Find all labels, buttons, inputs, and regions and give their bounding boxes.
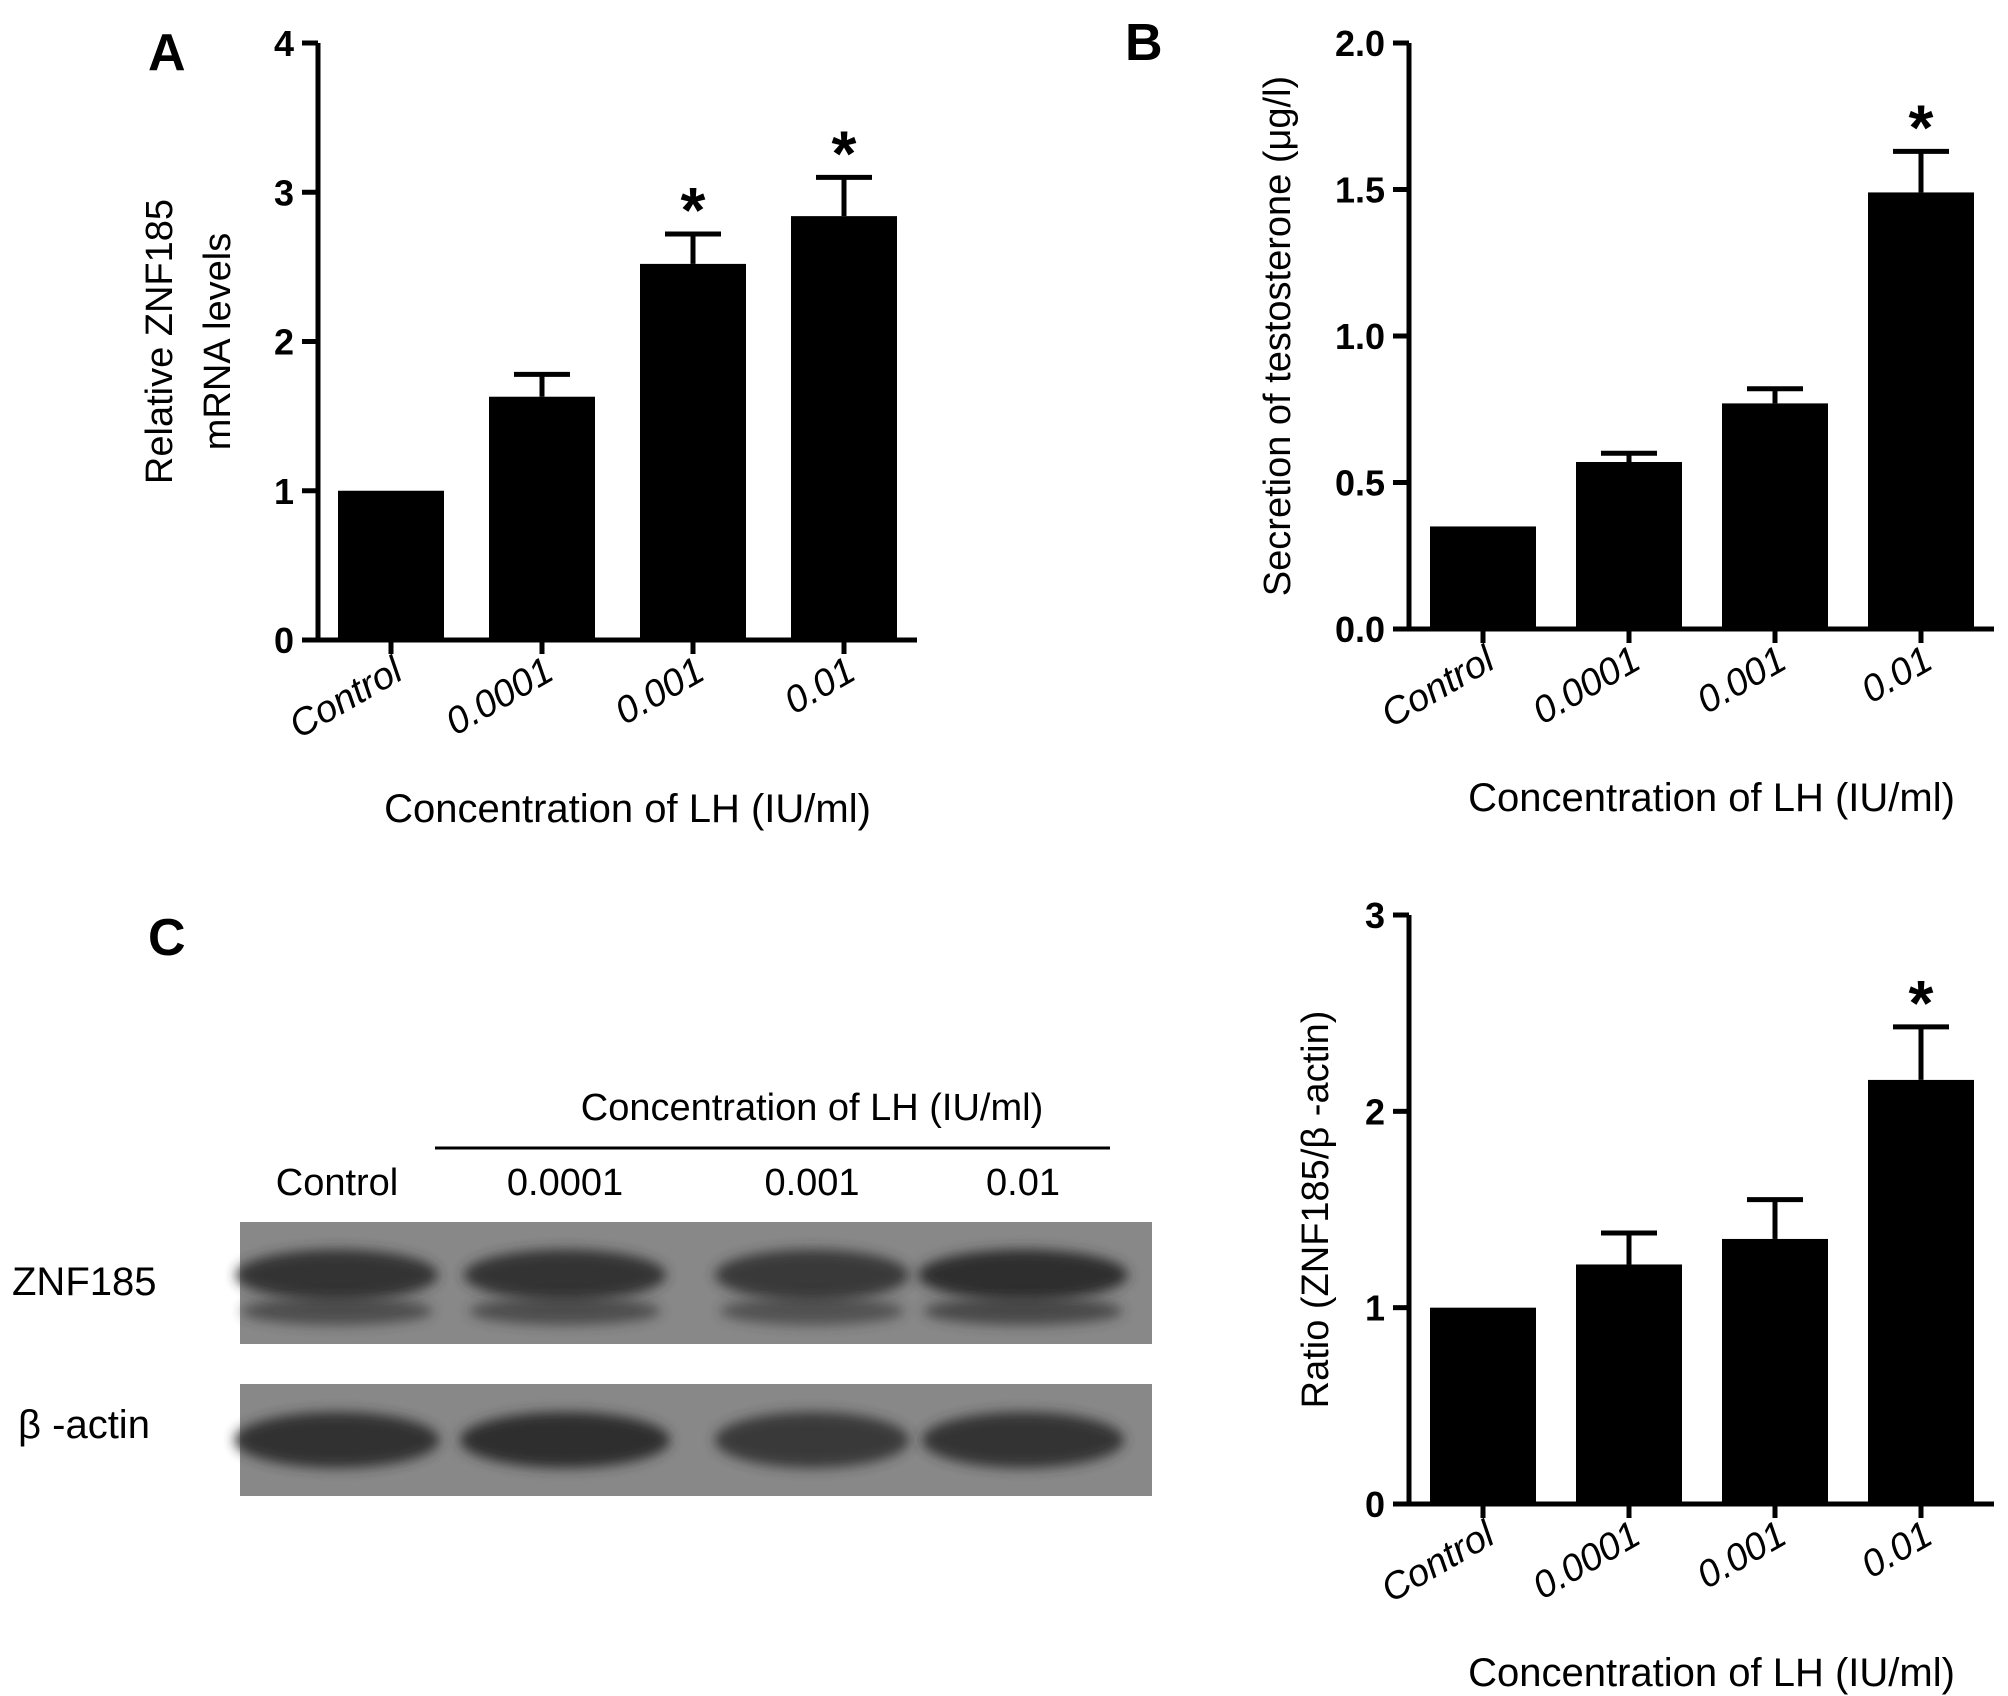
y-tick-label: 1 xyxy=(274,471,294,512)
x-tick-label: 0.0001 xyxy=(1526,638,1648,732)
blot-band xyxy=(463,1249,667,1301)
blot-band xyxy=(921,1412,1125,1468)
blot-band xyxy=(235,1249,439,1301)
bar xyxy=(1576,1264,1682,1504)
bar xyxy=(1868,192,1974,629)
y-tick-label: 0.0 xyxy=(1335,609,1385,650)
x-tick-label: Control xyxy=(1374,1513,1502,1611)
bar xyxy=(1430,1307,1536,1504)
blot-lane-label: 0.001 xyxy=(764,1162,859,1204)
significance-marker: * xyxy=(832,117,857,189)
y-tick-label: 2 xyxy=(1365,1091,1385,1132)
x-tick-label: 0.01 xyxy=(1854,638,1939,711)
x-axis-label: Concentration of LH (IU/ml) xyxy=(1468,1651,1955,1695)
blot-band xyxy=(923,1296,1123,1326)
western-blot: Concentration of LH (IU/ml) Control 0.00… xyxy=(12,1087,1152,1496)
y-tick-label: 2 xyxy=(274,322,294,363)
blot-band xyxy=(460,1412,670,1468)
y-tick-label: 2.0 xyxy=(1335,23,1385,64)
blot-lane-label: 0.01 xyxy=(986,1162,1060,1204)
x-tick-label: Control xyxy=(282,649,410,747)
blot-lane-label: Control xyxy=(276,1162,399,1204)
x-tick-label: 0.0001 xyxy=(1526,1513,1648,1607)
blot-row-label-znf185: ZNF185 xyxy=(12,1260,157,1304)
blot-band xyxy=(714,1412,910,1468)
y-axis-label: Ratio (ZNF185/β -actin) xyxy=(1295,1011,1337,1409)
blot-band xyxy=(240,1296,434,1326)
y-tick-label: 0 xyxy=(1365,1484,1385,1525)
x-tick-label: 0.0001 xyxy=(439,649,561,743)
bar xyxy=(489,396,595,640)
y-tick-label: 1.0 xyxy=(1335,316,1385,357)
bar xyxy=(1722,1238,1828,1504)
x-tick-label: 0.001 xyxy=(1690,1513,1793,1597)
blot-band xyxy=(468,1296,662,1326)
y-axis-label: Relative ZNF185 xyxy=(139,199,181,484)
panel-label-b: B xyxy=(1125,14,1163,72)
y-tick-label: 4 xyxy=(274,23,294,64)
chart-b: 0.0 0.5 1.0 1.5 2.0 Secretion of testosterone… xyxy=(1257,23,1994,820)
x-tick-label: Control xyxy=(1374,638,1502,736)
y-tick-label: 0 xyxy=(274,620,294,661)
bar xyxy=(1868,1079,1974,1504)
y-tick-label: 1 xyxy=(1365,1288,1385,1329)
y-axis-label: Secretion of testosterone (μg/l) xyxy=(1257,76,1299,596)
y-tick-label: 0.5 xyxy=(1335,463,1385,504)
chart-a: 0 1 2 3 4 Relative ZNF185 mRNA levels Control 0.… xyxy=(139,23,917,831)
x-tick-label: 0.001 xyxy=(1690,638,1793,722)
y-axis-label: mRNA levels xyxy=(197,233,239,451)
blot-band xyxy=(918,1249,1128,1301)
bar xyxy=(1576,461,1682,629)
y-tick-label: 3 xyxy=(1365,895,1385,936)
x-tick-label: 0.001 xyxy=(608,649,711,733)
x-axis-label: Concentration of LH (IU/ml) xyxy=(1468,776,1955,820)
blot-header: Concentration of LH (IU/ml) xyxy=(581,1087,1044,1129)
chart-c: 0 1 2 3 Ratio (ZNF185/β -actin) Control 0.0001… xyxy=(1295,895,1994,1695)
bar xyxy=(640,263,746,640)
significance-marker: * xyxy=(1909,967,1934,1039)
panel-label-a: A xyxy=(148,24,186,82)
significance-marker: * xyxy=(1909,91,1934,163)
bar xyxy=(1430,526,1536,629)
blot-lane-label: 0.0001 xyxy=(507,1162,623,1204)
blot-row-label-beta-actin: β -actin xyxy=(18,1403,150,1447)
blot-band xyxy=(719,1296,905,1326)
x-tick-label: 0.01 xyxy=(777,649,862,722)
blot-band xyxy=(714,1249,910,1301)
bar xyxy=(1722,403,1828,629)
x-tick-label: 0.01 xyxy=(1854,1513,1939,1586)
y-tick-label: 1.5 xyxy=(1335,170,1385,211)
panel-label-c: C xyxy=(148,909,186,967)
y-tick-label: 3 xyxy=(274,172,294,213)
bar xyxy=(338,490,444,640)
x-axis-label: Concentration of LH (IU/ml) xyxy=(384,787,871,831)
bar xyxy=(791,216,897,640)
blot-band xyxy=(234,1412,440,1468)
significance-marker: * xyxy=(681,174,706,246)
